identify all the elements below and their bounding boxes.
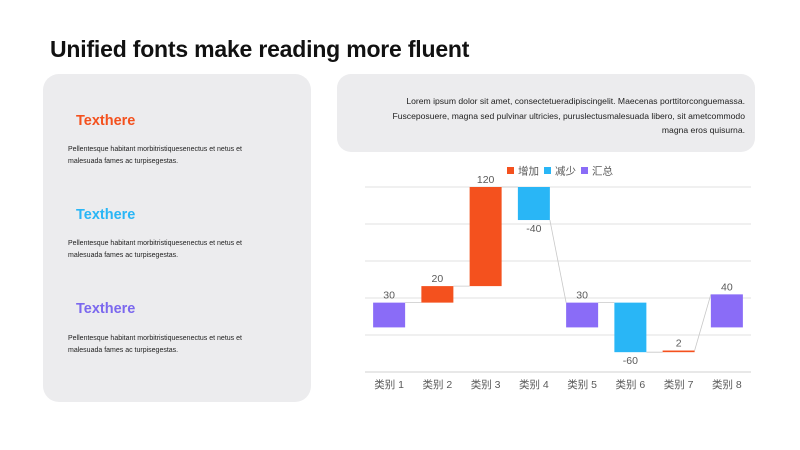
data-label-8: 40 xyxy=(721,281,733,293)
section-1-heading: Texthere xyxy=(76,113,136,129)
bar-8 xyxy=(710,294,743,328)
data-label-1: 30 xyxy=(383,290,395,302)
bar-5 xyxy=(566,302,599,328)
chart-svg: 30 类别 1 20 类别 2 120 类别 3 -40 类别 4 30 类别 5 -60 类别 6 2… xyxy=(365,165,751,391)
legend-label-3: 汇总 xyxy=(592,165,613,178)
bar-1 xyxy=(373,302,406,328)
legend-label-1: 增加 xyxy=(518,165,539,178)
data-label-2: 20 xyxy=(432,273,444,285)
category-label-3: 类别 3 xyxy=(471,378,501,391)
data-label-7: 2 xyxy=(676,338,682,350)
quote-text: Lorem ipsum dolor sit amet, consectetuer… xyxy=(392,96,745,135)
legend-swatch-1 xyxy=(507,167,514,174)
bar-3 xyxy=(469,187,502,287)
category-label-1: 类别 1 xyxy=(374,378,404,391)
bar-2 xyxy=(421,286,454,303)
left-text-panel: Texthere Pellentesque habitant morbitris… xyxy=(43,74,311,402)
data-label-6: -60 xyxy=(623,355,638,367)
category-label-6: 类别 6 xyxy=(615,378,645,391)
section-2-body: Pellentesque habitant morbitristiquesene… xyxy=(68,240,242,259)
category-label-5: 类别 5 xyxy=(567,378,597,391)
data-label-3: 120 xyxy=(477,174,495,186)
section-3-heading: Texthere xyxy=(76,301,136,317)
connector-line xyxy=(694,294,712,351)
quote-panel: Lorem ipsum dolor sit amet, consectetuer… xyxy=(337,74,755,152)
category-label-2: 类别 2 xyxy=(422,378,452,391)
category-label-7: 类别 7 xyxy=(664,378,694,391)
category-label-8: 类别 8 xyxy=(712,378,742,391)
waterfall-chart: 30 类别 1 20 类别 2 120 类别 3 -40 类别 4 30 类别 5 -60 类别 6 2… xyxy=(337,160,757,405)
page-title: Unified fonts make reading more fluent xyxy=(50,36,470,62)
section-1-body: Pellentesque habitant morbitristiquesene… xyxy=(68,146,242,165)
legend-swatch-3 xyxy=(581,167,588,174)
data-label-4: -40 xyxy=(526,223,541,235)
data-label-5: 30 xyxy=(576,290,588,302)
category-label-4: 类别 4 xyxy=(519,378,549,391)
legend-swatch-2 xyxy=(544,167,551,174)
bar-4 xyxy=(517,187,550,221)
section-3-body: Pellentesque habitant morbitristiquesene… xyxy=(68,335,242,354)
bar-6 xyxy=(614,302,647,353)
connector-line xyxy=(549,219,567,303)
legend-label-2: 减少 xyxy=(555,166,576,178)
section-2-heading: Texthere xyxy=(76,207,136,223)
bar-7 xyxy=(662,350,695,353)
